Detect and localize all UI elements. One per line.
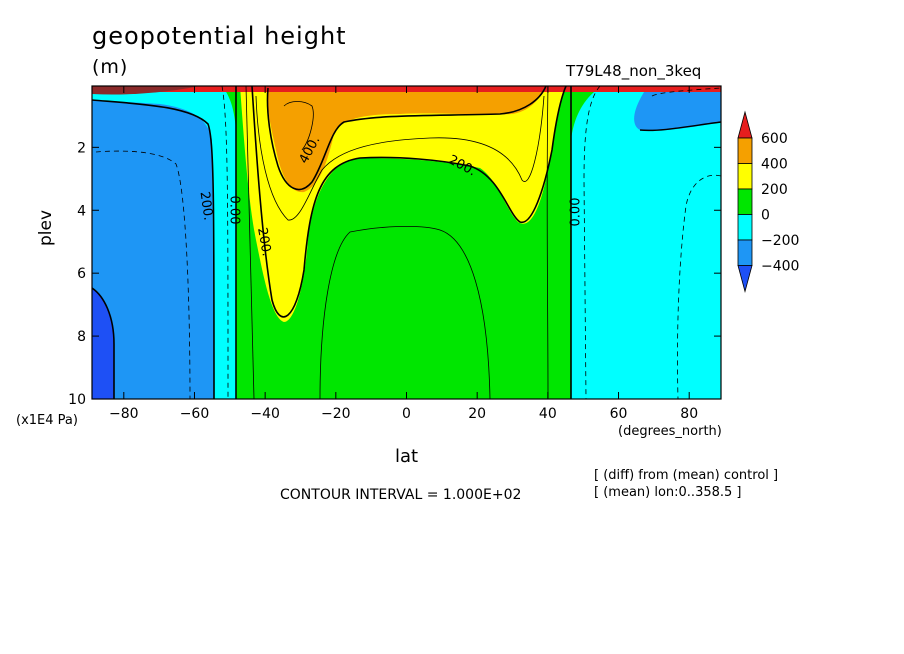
contour-thin-inner-right [546, 86, 549, 399]
x-tick-label: −60 [180, 406, 210, 422]
contour-neg200-left [92, 99, 215, 399]
x-tick-label: 0 [402, 406, 411, 422]
contour-400-main [266, 86, 547, 191]
top-dark-band [92, 86, 200, 95]
contour-300-upper [255, 95, 545, 221]
y-tick-label: 6 [77, 266, 86, 282]
contour-neg200-right [639, 121, 721, 132]
dash-neg100-right [583, 86, 601, 399]
mean-note: [ (mean) lon:0..358.5 ] [594, 485, 742, 500]
colorbar: 600 400 200 0 −200 −400 [737, 110, 799, 294]
colorbar-swatch [737, 163, 753, 190]
x-axis-units: (degrees_north) [618, 424, 722, 439]
y-tick-label: 4 [77, 203, 86, 219]
contour-500-left [283, 101, 314, 151]
colorbar-level-label: −400 [761, 259, 799, 275]
x-axis-label: lat [395, 446, 419, 467]
chart-title: geopotential height [92, 22, 347, 50]
x-tick-label: 80 [680, 406, 698, 422]
x-tick-label: −40 [250, 406, 280, 422]
right-blue-region [634, 86, 721, 131]
x-tick-label: 20 [468, 406, 486, 422]
contour-plot [92, 86, 721, 399]
negative-contour-lines [95, 86, 721, 399]
y-axis-scale-label: (x1E4 Pa) [16, 413, 78, 428]
x-axis-ticks: −80 −60 −40 −20 0 20 40 60 80 [109, 86, 698, 422]
diff-note: [ (diff) from (mean) control ] [594, 468, 779, 483]
orange-region [267, 86, 546, 193]
x-tick-label: −20 [321, 406, 351, 422]
x-tick-label: 40 [539, 406, 557, 422]
colorbar-level-label: −200 [761, 233, 799, 249]
colorbar-level-label: 400 [761, 157, 788, 173]
contour-label: 0.00 [227, 196, 242, 225]
left-deep-blue-region [92, 288, 114, 399]
contour-lines [92, 86, 721, 399]
contour-200-main [251, 86, 567, 318]
colorbar-top-arrow [737, 110, 753, 139]
contour-thin-inner-left [245, 86, 255, 399]
dash-neg100-left [221, 86, 229, 399]
y-tick-label: 2 [77, 140, 86, 156]
dash-neg300-right [677, 174, 721, 399]
contour-neg400-left [92, 287, 115, 399]
colorbar-level-label: 200 [761, 182, 788, 198]
chart-units: (m) [92, 56, 129, 78]
colorbar-swatch [737, 188, 753, 215]
y-tick-label: 10 [68, 392, 86, 408]
right-cyan-region [571, 86, 721, 399]
y-tick-label: 8 [77, 329, 86, 345]
colorbar-swatch [737, 239, 753, 266]
left-blue-region [92, 100, 214, 399]
colorbar-swatch [737, 214, 753, 241]
contour-100-dome [319, 225, 491, 399]
x-tick-label: 60 [610, 406, 628, 422]
contour-label: 0.00 [569, 198, 584, 227]
dash-neg300-right-top [651, 87, 721, 97]
colorbar-level-label: 600 [761, 131, 788, 147]
colorbar-swatch [737, 137, 753, 164]
colorbar-level-label: 0 [761, 208, 770, 224]
dash-neg300-left [95, 150, 191, 399]
contour-label: 200. [254, 226, 274, 257]
run-name: T79L48_non_3keq [566, 62, 702, 80]
colorbar-bottom-arrow [737, 265, 753, 294]
contour-label: 200. [197, 191, 216, 222]
x-tick-label: −80 [109, 406, 139, 422]
y-axis-ticks: 2 4 6 8 10 [68, 140, 721, 408]
contour-interval: CONTOUR INTERVAL = 1.000E+02 [280, 487, 522, 503]
